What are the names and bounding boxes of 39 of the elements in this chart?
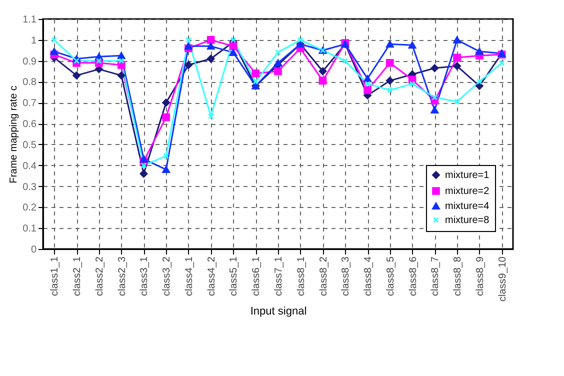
x-axis-title: Input signal bbox=[250, 306, 307, 318]
y-tick-label: 0.6 bbox=[22, 119, 37, 130]
y-tick-label: 0.4 bbox=[22, 160, 37, 172]
y-tick-label: 0.5 bbox=[22, 140, 37, 151]
y-tick-label: 0 bbox=[30, 244, 37, 256]
legend-label: mixture=8 bbox=[445, 215, 490, 226]
x-tick-label: class4_1 bbox=[184, 256, 195, 296]
y-tick-label: 0.7 bbox=[22, 98, 37, 110]
x-tick-label: class3_2 bbox=[162, 256, 173, 296]
legend-label: mixture=4 bbox=[445, 201, 490, 212]
y-tick-label: 0.2 bbox=[22, 202, 37, 214]
y-tick-label: 0.8 bbox=[22, 77, 37, 88]
y-axis-title: Frame mapping rate c bbox=[8, 86, 20, 184]
x-tick-label: class2_1 bbox=[72, 256, 84, 296]
y-tick-label: 0.3 bbox=[22, 182, 37, 193]
x-tick-label: class8_3 bbox=[340, 256, 352, 296]
legend-label: mixture=1 bbox=[445, 170, 490, 181]
x-tick-label: class7_1 bbox=[274, 256, 284, 296]
x-tick-label: class6_1 bbox=[251, 256, 262, 296]
x-tick-label: class8_2 bbox=[318, 256, 330, 296]
x-tick-label: class8_6 bbox=[408, 256, 419, 296]
y-tick-label: 0.1 bbox=[22, 224, 37, 235]
y-tick-label: 1 bbox=[30, 35, 37, 46]
x-tick-label: class8_8 bbox=[452, 256, 464, 296]
y-tick-label: 1.1 bbox=[22, 14, 37, 26]
x-tick-label: class9_10 bbox=[497, 256, 508, 302]
y-tick-label: 0.9 bbox=[22, 56, 37, 68]
x-tick-label: class8_5 bbox=[385, 256, 396, 296]
x-tick-label: class8_9 bbox=[474, 256, 486, 296]
x-tick-label: class8_7 bbox=[430, 256, 442, 296]
x-tick-label: class2_3 bbox=[116, 256, 128, 296]
x-tick-label: class8_1 bbox=[296, 256, 307, 296]
x-tick-label: class3_1 bbox=[139, 256, 150, 296]
x-tick-label: class5_1 bbox=[228, 256, 240, 296]
x-tick-label: class1_1 bbox=[50, 256, 61, 296]
x-tick-label: class4_2 bbox=[206, 256, 218, 296]
x-tick-label: class8_4 bbox=[363, 256, 374, 296]
legend-label: mixture=2 bbox=[445, 186, 490, 197]
x-tick-label: class2_2 bbox=[94, 256, 106, 296]
